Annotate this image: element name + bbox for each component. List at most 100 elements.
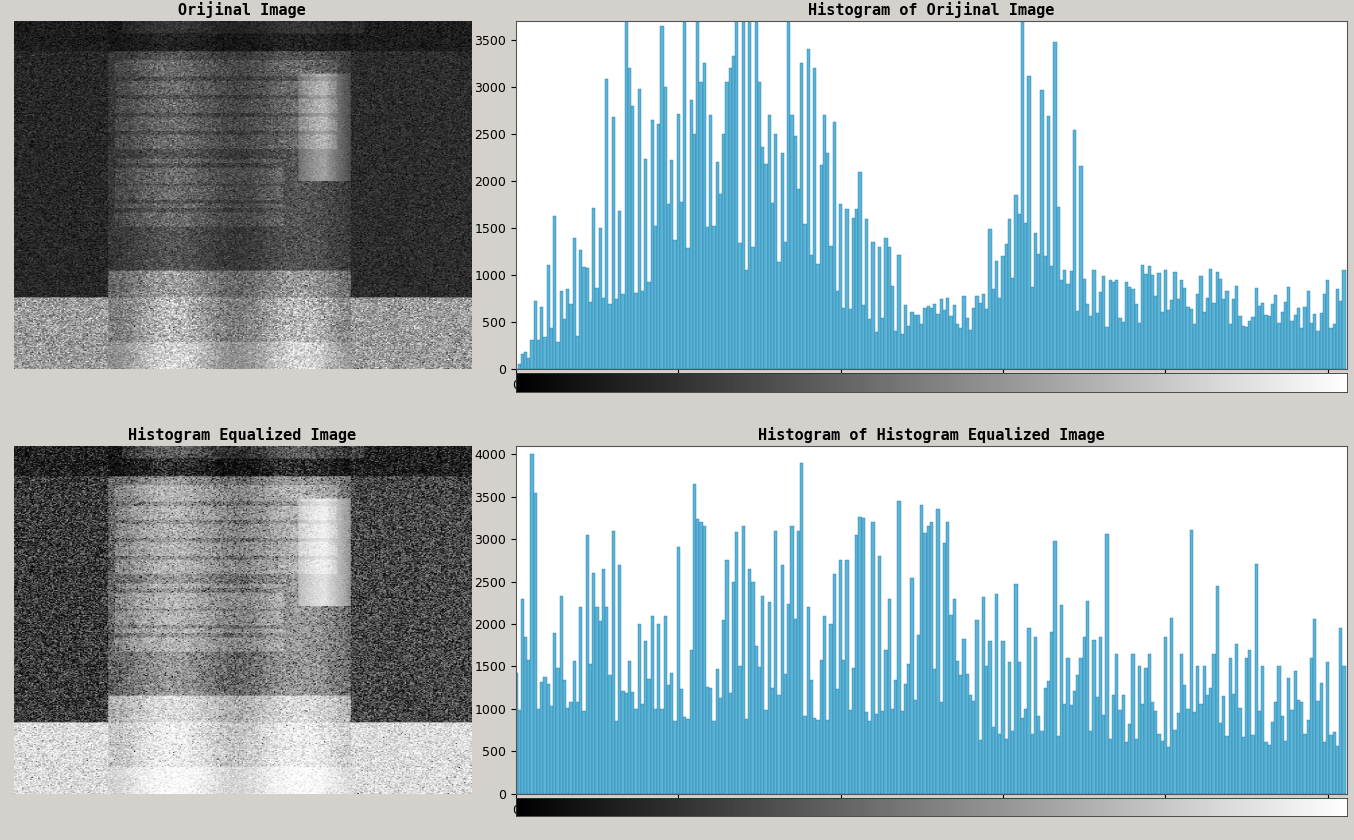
Bar [774, 134, 777, 369]
Bar [1179, 654, 1183, 794]
Bar [1051, 633, 1053, 794]
Bar [515, 673, 517, 794]
Bar [1281, 312, 1284, 369]
Bar [1261, 303, 1265, 369]
Bar [839, 560, 842, 794]
Bar [1186, 709, 1190, 794]
Bar [1235, 286, 1239, 369]
Bar [684, 0, 686, 369]
Bar [1219, 280, 1223, 369]
Bar [556, 342, 559, 369]
Bar [1093, 640, 1095, 794]
Bar [1105, 534, 1109, 794]
Bar [1024, 223, 1028, 369]
Bar [1313, 314, 1316, 369]
Bar [758, 82, 761, 369]
Bar [842, 660, 845, 794]
Bar [965, 318, 969, 369]
Bar [1167, 310, 1170, 369]
Bar [986, 666, 988, 794]
Bar [900, 334, 904, 369]
Bar [1326, 280, 1330, 369]
Bar [726, 82, 728, 369]
Bar [891, 709, 894, 794]
Bar [768, 115, 770, 369]
Bar [547, 685, 550, 794]
Bar [858, 517, 861, 794]
Bar [764, 710, 768, 794]
Bar [550, 706, 554, 794]
Bar [868, 319, 872, 369]
Bar [670, 674, 673, 794]
Bar [517, 365, 521, 369]
Bar [856, 535, 858, 794]
Bar [1060, 280, 1063, 369]
Bar [917, 635, 921, 794]
Bar [1147, 265, 1151, 369]
Bar [1177, 713, 1179, 794]
Bar [1170, 301, 1174, 369]
Bar [770, 203, 774, 369]
Bar [563, 319, 566, 369]
Bar [988, 641, 991, 794]
Bar [891, 286, 894, 369]
Bar [1277, 323, 1281, 369]
Bar [722, 134, 726, 369]
Bar [1274, 295, 1277, 369]
Bar [907, 326, 910, 369]
Bar [1225, 291, 1228, 369]
Bar [1339, 628, 1342, 794]
Bar [930, 307, 933, 369]
Bar [923, 533, 926, 794]
Bar [835, 689, 839, 794]
Bar [1342, 666, 1346, 794]
Bar [719, 698, 722, 794]
Bar [1011, 731, 1014, 794]
Bar [615, 298, 619, 369]
Bar [677, 547, 680, 794]
Bar [1079, 658, 1083, 794]
Bar [1141, 704, 1144, 794]
Bar [1132, 289, 1135, 369]
Bar [1147, 654, 1151, 794]
Bar [1151, 275, 1154, 369]
Bar [566, 708, 570, 794]
Bar [819, 660, 823, 794]
Bar [1121, 696, 1125, 794]
Bar [586, 535, 589, 794]
Bar [1290, 710, 1293, 794]
Bar [1018, 662, 1021, 794]
Bar [640, 291, 645, 369]
Bar [833, 574, 835, 794]
Bar [1160, 312, 1163, 369]
Bar [559, 596, 563, 794]
Bar [1144, 275, 1147, 369]
Bar [826, 721, 829, 794]
Bar [693, 484, 696, 794]
Bar [1288, 287, 1290, 369]
Bar [716, 669, 719, 794]
Bar [940, 702, 942, 794]
Bar [747, 0, 751, 369]
Bar [738, 666, 742, 794]
Bar [1304, 307, 1307, 369]
Bar [742, 9, 745, 369]
Bar [693, 134, 696, 369]
Bar [1037, 255, 1040, 369]
Title: Histogram of Orijinal Image: Histogram of Orijinal Image [808, 2, 1055, 18]
Bar [635, 709, 638, 794]
Bar [1112, 282, 1116, 369]
Bar [1118, 710, 1121, 794]
Bar [768, 601, 770, 794]
Bar [603, 298, 605, 369]
Bar [608, 675, 612, 794]
Bar [1202, 666, 1206, 794]
Bar [953, 599, 956, 794]
Bar [689, 650, 693, 794]
Bar [1304, 733, 1307, 794]
Bar [861, 518, 865, 794]
Bar [780, 153, 784, 369]
Bar [1044, 689, 1047, 794]
Bar [1330, 735, 1332, 794]
Bar [975, 297, 979, 369]
